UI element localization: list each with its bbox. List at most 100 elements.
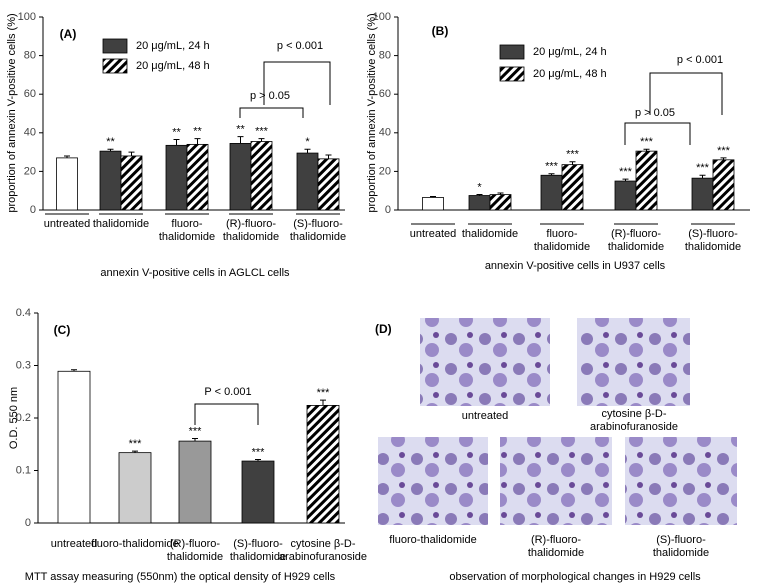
bar (186, 143, 209, 211)
y-axis-label: proportion of annexin V-positive cells (… (6, 13, 18, 212)
error-bar (643, 148, 650, 152)
label-box: untreated (410, 228, 456, 240)
significance: ** (106, 136, 115, 148)
y-tick-label: 100 (18, 11, 36, 23)
error-bar (699, 174, 706, 179)
x-tick-label: (S)-fluoro-thalidomide (684, 228, 742, 253)
significance: *** (317, 387, 331, 399)
bar (229, 143, 252, 211)
label-box: thalidomide (461, 228, 519, 240)
micrograph (378, 437, 488, 525)
x-axis-label: annexin V-positive cells in AGLCL cells (100, 267, 290, 279)
y-tick-label: 0 (385, 204, 391, 216)
bar (178, 440, 212, 524)
p-value: p > 0.05 (250, 90, 290, 102)
x-tick-label: (R)-fluoro-thalidomide (607, 228, 665, 253)
label-box: cytosine β-D-arabinofuranoside (278, 538, 368, 563)
significance: ** (236, 124, 245, 136)
x-tick-label: fluoro-thalidomide (91, 538, 179, 550)
significance: *** (566, 149, 580, 161)
error-bar (194, 138, 201, 145)
x-tick-label: untreated (50, 538, 98, 550)
x-tick-label: thalidomide (461, 228, 519, 240)
error-bar (476, 194, 483, 196)
label-box: untreated (50, 538, 98, 550)
error-bar (107, 148, 114, 152)
image-caption: (R)-fluoro-thalidomide (527, 534, 585, 559)
caption-box: (S)-fluoro-thalidomide (653, 534, 709, 559)
y-axis-label: O.D. 550 nm (8, 387, 20, 449)
significance: *** (252, 446, 266, 458)
bracket (649, 72, 723, 115)
label-box: (S)-fluoro-thalidomide (684, 228, 742, 253)
label-box: (S)-fluoro-thalidomide (289, 218, 347, 243)
significance: *** (545, 161, 559, 173)
significance: ** (193, 125, 202, 137)
error-bar (497, 192, 504, 195)
bar (250, 141, 273, 211)
error-bar (320, 399, 326, 406)
error-bar (132, 450, 138, 453)
error-bar (569, 161, 576, 165)
legend-label: 20 μg/mL, 48 h (533, 68, 607, 80)
y-tick-label: 100 (373, 11, 391, 23)
error-bar (325, 154, 332, 159)
bar (296, 152, 319, 211)
y-tick-label: 40 (379, 127, 391, 139)
error-bar (237, 136, 244, 144)
bar (561, 164, 584, 211)
caption-box: (R)-fluoro-thalidomide (527, 534, 585, 559)
legend-label: 20 μg/mL, 24 h (136, 40, 210, 52)
significance: *** (255, 125, 269, 137)
x-tick-label: (S)-fluoro-thalidomide (229, 538, 287, 563)
bar (614, 180, 637, 211)
bar (165, 144, 188, 211)
x-tick-label: untreated (43, 218, 91, 230)
y-tick-label: 0.4 (16, 307, 31, 319)
bar (489, 194, 512, 211)
legend-label: 20 μg/mL, 48 h (136, 60, 210, 72)
bracket (263, 61, 331, 105)
error-bar (258, 138, 265, 142)
legend-swatch (499, 66, 525, 82)
p-value: P < 0.001 (204, 386, 251, 398)
panel-label: (A) (60, 27, 77, 41)
image-caption: fluoro-thalidomide (389, 534, 477, 546)
panel-label: (B) (432, 24, 449, 38)
x-tick-label: cytosine β-D-arabinofuranoside (278, 538, 368, 563)
label-box: (R)-fluoro-thalidomide (167, 538, 223, 563)
bar (635, 150, 658, 211)
x-axis-label: annexin V-positive cells in U937 cells (485, 260, 666, 272)
legend-label: 20 μg/mL, 24 h (533, 46, 607, 58)
caption-box: fluoro-thalidomide (389, 534, 477, 546)
p-value: p < 0.001 (277, 40, 323, 52)
error-bar (173, 139, 180, 146)
significance: *** (696, 162, 710, 174)
x-tick-label: fluoro-thalidomide (533, 228, 591, 253)
error-bar (720, 157, 727, 160)
error-bar (192, 437, 198, 442)
bar (540, 174, 563, 211)
x-axis-label: MTT assay measuring (550nm) the optical … (25, 571, 336, 583)
legend-swatch (102, 58, 128, 74)
legend-swatch (499, 44, 525, 60)
label-box: (S)-fluoro-thalidomide (229, 538, 287, 563)
bracket (239, 107, 304, 118)
y-tick-label: 20 (379, 165, 391, 177)
y-tick-label: 40 (24, 127, 36, 139)
y-tick-label: 80 (24, 50, 36, 62)
x-tick-label: (S)-fluoro-thalidomide (289, 218, 347, 243)
error-bar (128, 151, 135, 156)
y-tick-label: 0 (30, 204, 36, 216)
error-bar (548, 173, 555, 176)
bar (118, 452, 152, 524)
micrograph (577, 318, 690, 406)
significance: *** (640, 136, 654, 148)
error-bar (304, 148, 311, 154)
label-box: untreated (43, 218, 91, 230)
label-box: fluoro-thalidomide (533, 228, 591, 253)
bracket (624, 122, 691, 145)
error-bar (64, 155, 70, 158)
label-box: thalidomide (93, 218, 149, 230)
